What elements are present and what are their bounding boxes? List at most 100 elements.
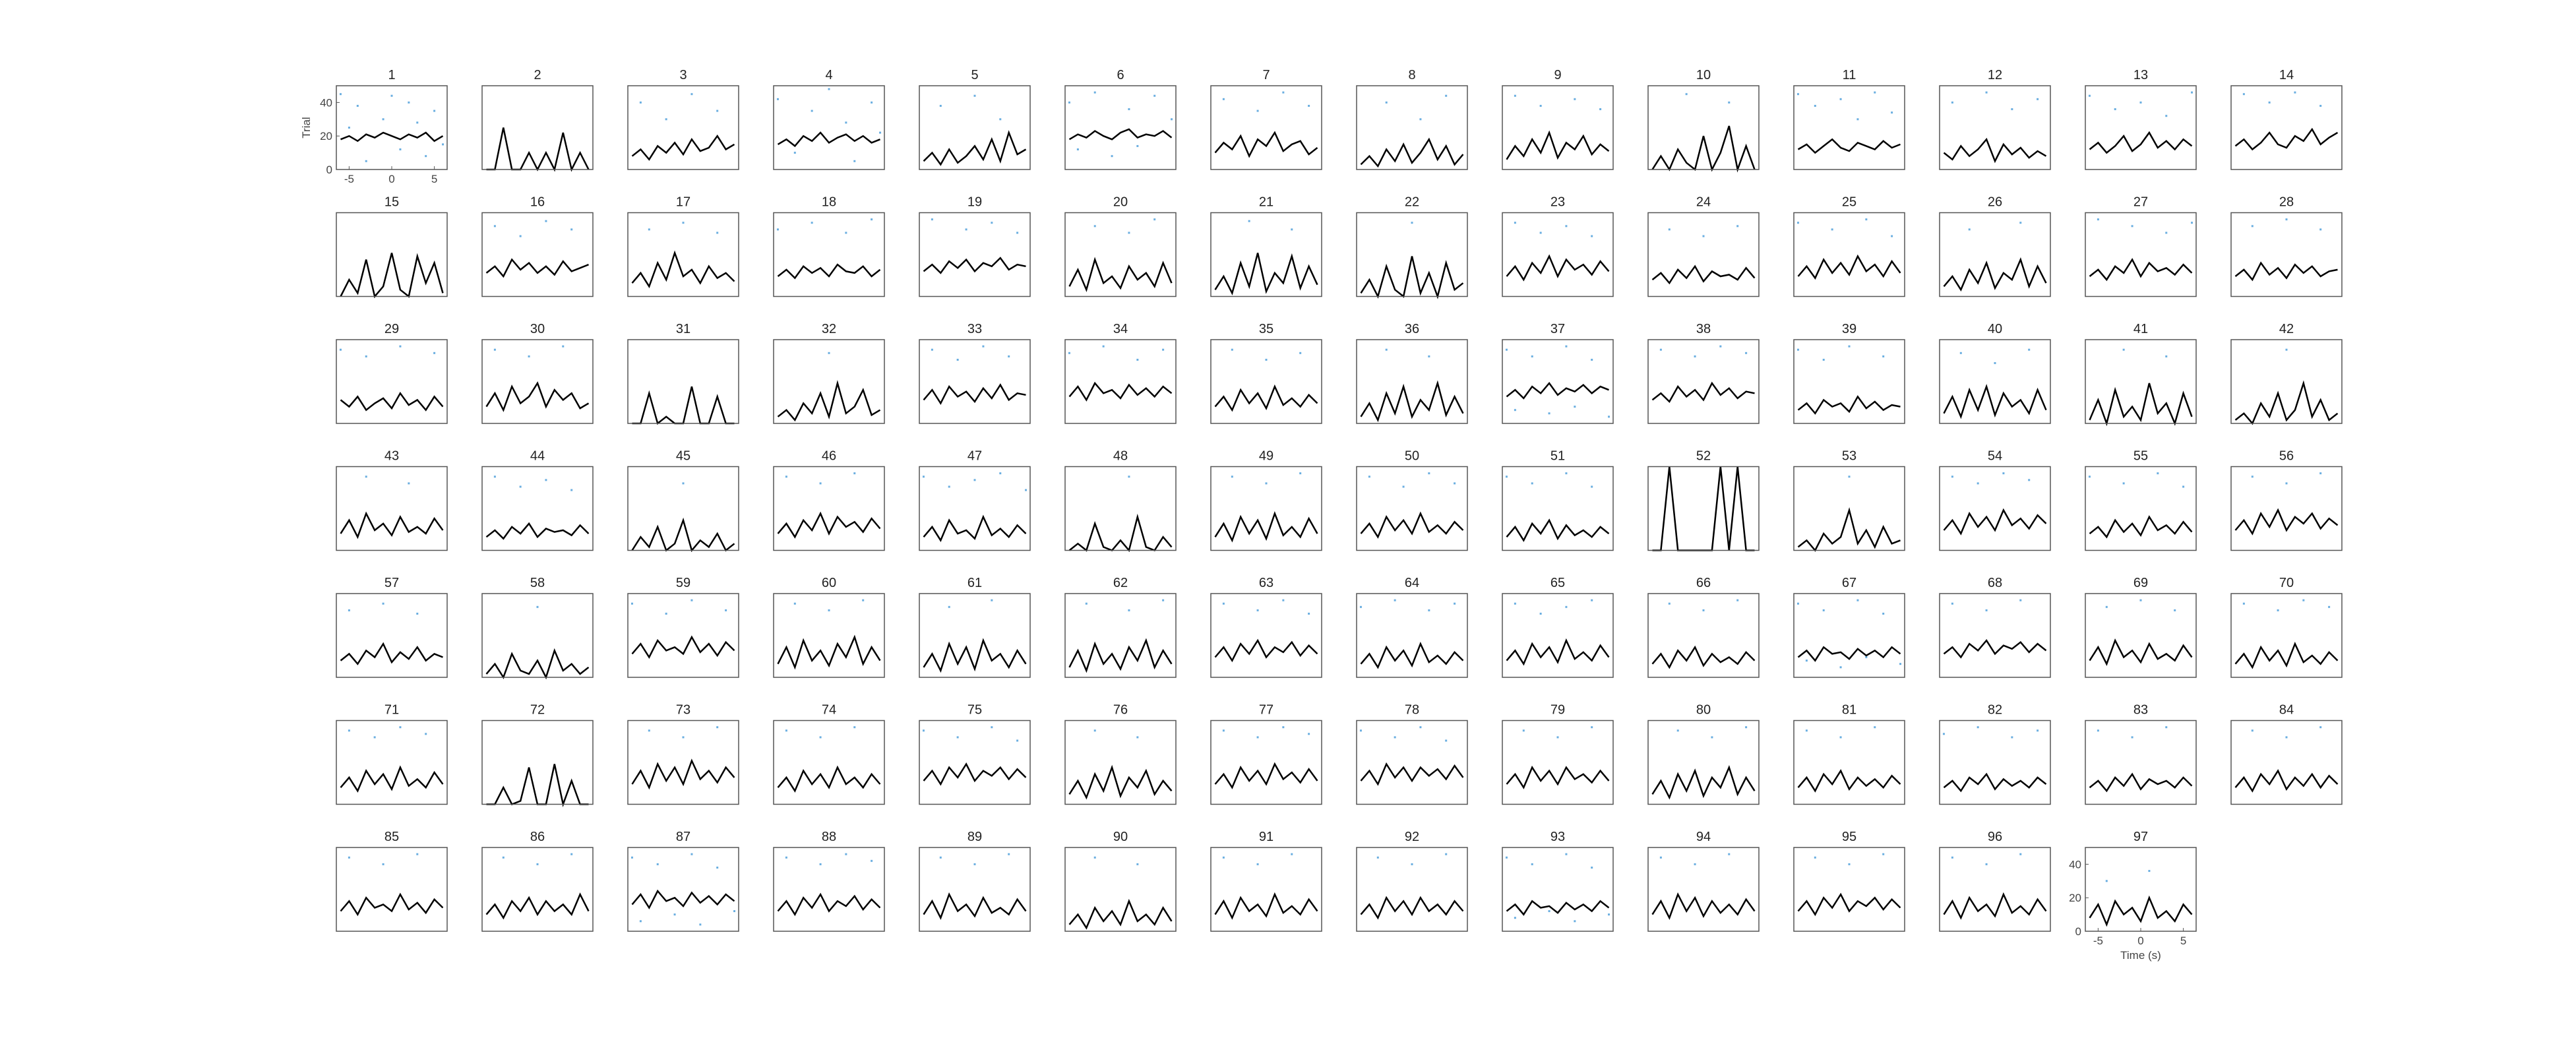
spike-dot (348, 609, 350, 611)
spike-dot (1256, 109, 1259, 112)
panel-frame (2230, 212, 2343, 297)
spike-dot (356, 104, 359, 107)
spike-dot (1171, 118, 1173, 121)
spike-dot (1256, 736, 1259, 739)
panel-frame (1064, 339, 1177, 424)
spike-dot (1265, 358, 1268, 361)
spike-dot (1136, 358, 1139, 361)
rate-line (1651, 381, 1755, 404)
panel-title: 53 (1842, 449, 1856, 464)
panel-frame (919, 339, 1031, 424)
rate-line (1068, 128, 1173, 140)
panel-title: 21 (1259, 195, 1273, 210)
spike-dot (1531, 863, 1533, 865)
spike-dot (1591, 358, 1593, 361)
spike-dot (2139, 599, 2142, 601)
spike-dot (2028, 479, 2031, 481)
spike-dot (1951, 602, 1953, 605)
spike-dot (2319, 726, 2322, 729)
rate-line (340, 253, 444, 299)
spike-dot (716, 866, 719, 869)
rate-line (923, 892, 1027, 920)
rate-line (1506, 518, 1610, 542)
spike-dot (793, 152, 796, 154)
spike-dot (425, 155, 427, 158)
spike-dot (725, 609, 727, 611)
panel-title: 78 (1405, 703, 1419, 718)
panel-title: 57 (384, 576, 399, 590)
rate-line (1214, 762, 1318, 789)
spike-dot (1874, 91, 1876, 94)
spike-dot (1428, 609, 1430, 611)
spike-dot (1848, 476, 1851, 478)
panel-frame (1502, 847, 1614, 932)
panel-frame (1064, 847, 1177, 932)
rate-line (340, 642, 443, 665)
spike-dot (1402, 485, 1405, 488)
panel-title: 28 (2279, 195, 2294, 210)
panel-frame (1939, 212, 2051, 297)
spike-dot (922, 729, 925, 732)
spike-dot (528, 355, 530, 357)
spike-dot (1805, 729, 1808, 732)
rate-line (1360, 380, 1464, 423)
spike-dot (1685, 93, 1688, 96)
spike-dot (416, 853, 419, 855)
panel-frame (773, 593, 885, 678)
panel-frame (1064, 212, 1177, 297)
spike-dot (2157, 472, 2159, 475)
panel-title: 38 (1696, 322, 1711, 336)
panel-frame (2230, 466, 2343, 551)
spike-dot (1728, 101, 1731, 104)
panel-frame (1210, 466, 1322, 551)
spike-dot (382, 602, 384, 605)
spike-dot (570, 853, 573, 855)
panel-frame (773, 339, 885, 424)
panel-frame (1356, 466, 1468, 551)
rate-line (777, 263, 881, 280)
rate-line (340, 892, 444, 917)
spike-dot (1668, 602, 1671, 605)
spike-dot (716, 109, 719, 112)
rate-line (485, 522, 590, 540)
spike-dot (416, 612, 419, 615)
spike-dot (2285, 348, 2288, 351)
panel-frame (2230, 593, 2343, 678)
rate-line (485, 258, 589, 278)
spike-dot (1522, 729, 1525, 732)
spike-dot (493, 348, 496, 351)
panel-title: 12 (1988, 68, 2002, 82)
panel-title: 4 (825, 68, 832, 82)
panel-frame (1356, 85, 1468, 170)
panel-title: 74 (822, 703, 836, 718)
panel-frame (2230, 339, 2343, 424)
spike-dot (819, 863, 822, 865)
spike-dot (1977, 482, 1979, 485)
spike-dot (1445, 739, 1448, 742)
panel-frame (627, 212, 739, 297)
spike-dot (1882, 355, 1885, 357)
spike-dot (948, 485, 950, 488)
spike-dot (1368, 476, 1370, 478)
panel-title: 95 (1842, 830, 1856, 844)
spike-dot (973, 479, 976, 481)
spike-dot (1942, 733, 1945, 735)
panel-frame (627, 847, 739, 932)
x-axis-label: Time (s) (2120, 949, 2161, 962)
spike-dot (2302, 599, 2305, 601)
spike-dot (776, 228, 779, 231)
panel-title: 36 (1405, 322, 1419, 336)
spike-dot (811, 109, 813, 112)
panel-frame (919, 720, 1031, 805)
panel-title: 46 (822, 449, 836, 464)
panel-title: 66 (1696, 576, 1711, 590)
rate-line (340, 511, 444, 539)
spike-dot (999, 118, 1002, 121)
spike-dot (1891, 235, 1893, 237)
spike-dot (1539, 612, 1542, 615)
rate-line (631, 250, 735, 289)
rate-line (340, 131, 444, 142)
spike-dot (1256, 609, 1259, 611)
spike-dot (956, 358, 959, 361)
rate-line (1943, 257, 2047, 292)
